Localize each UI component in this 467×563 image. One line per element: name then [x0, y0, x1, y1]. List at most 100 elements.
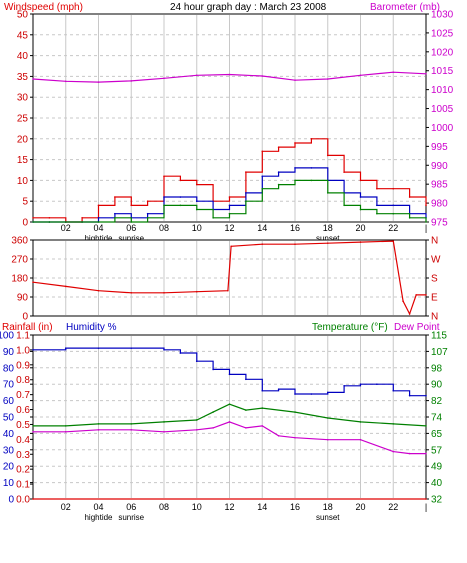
axis-tick-label: 0.6 — [16, 405, 30, 416]
hour-tick-label: 16 — [290, 502, 300, 512]
data-point — [179, 204, 182, 207]
axis-tick-label: 107 — [431, 347, 448, 358]
hour-tick-label: 12 — [224, 502, 234, 512]
humidity-temperature-series — [32, 347, 427, 500]
axis-tick-label: 0 — [22, 218, 28, 229]
axis-tick-label: 985 — [431, 180, 448, 191]
data-point — [261, 407, 264, 409]
data-point — [408, 217, 411, 219]
data-point — [277, 434, 280, 437]
data-point — [245, 409, 247, 411]
axis-tick-label: 57 — [431, 445, 443, 456]
data-point — [146, 212, 149, 215]
data-point — [326, 242, 329, 244]
data-point — [310, 393, 313, 395]
hour-axis-ticks-bottom: 02 04 06 08 10 12 14 16 18 20 22 | hightide sunrise su… — [61, 502, 427, 522]
data-point — [359, 179, 362, 182]
axis-tick-label: 975 — [431, 218, 448, 229]
axis-tick-label: 1010 — [431, 85, 454, 96]
data-point — [48, 217, 51, 219]
hour-tick-label: 10 — [192, 223, 202, 233]
axis-tick-label: 90 — [431, 380, 443, 391]
data-point — [97, 347, 100, 349]
humidity-axis-title: Humidity % — [66, 322, 117, 333]
data-point — [294, 142, 296, 144]
axis-tick-label: 90 — [17, 293, 29, 304]
hour-tick-label: 08 — [159, 502, 169, 512]
axis-tick-label: 5 — [22, 197, 28, 208]
data-point — [32, 217, 34, 219]
data-point — [343, 385, 345, 387]
dewpoint-axis-title: Dew Point — [394, 322, 440, 333]
data-point — [376, 187, 378, 190]
data-point — [425, 294, 427, 296]
data-point — [212, 411, 214, 413]
chart-title: 24 hour graph day : March 23 2008 — [170, 2, 327, 13]
data-point — [195, 290, 198, 293]
data-point — [277, 388, 280, 390]
data-point — [130, 80, 133, 82]
axis-tick-label: 0.4 — [16, 435, 30, 446]
hour-tick-label: 20 — [355, 502, 365, 512]
rainfall-axis-title: Rainfall (in) — [2, 322, 53, 333]
hour-tick-label: 04 — [93, 223, 103, 233]
data-point — [402, 300, 404, 303]
hour-axis-ticks-top: 02 04 06 08 10 12 14 16 18 20 22 | hightide sunrise su… — [61, 223, 427, 243]
axis-tick-label: 65 — [431, 429, 443, 440]
data-point — [130, 347, 133, 349]
data-point — [230, 245, 232, 248]
data-point — [228, 73, 231, 76]
data-point — [81, 217, 83, 219]
data-point — [261, 75, 264, 77]
data-point — [64, 425, 67, 427]
axis-tick-label: 1000 — [431, 123, 454, 134]
data-point — [277, 171, 280, 173]
data-point — [425, 204, 427, 207]
data-point — [97, 81, 100, 83]
data-point — [294, 179, 296, 182]
temperature-axis-ticks: 115 107 98 90 82 74 65 57 49 40 32 — [426, 331, 448, 506]
temperature-axis-title: Temperature (°F) — [312, 322, 388, 333]
data-point — [32, 498, 34, 500]
data-point — [32, 425, 34, 427]
data-point — [425, 394, 427, 397]
axis-tick-label: 0.7 — [16, 390, 30, 401]
data-point — [261, 389, 264, 392]
data-point — [359, 208, 362, 211]
data-point — [64, 285, 67, 288]
hour-annotation: sunrise — [118, 513, 144, 522]
data-point — [195, 360, 198, 363]
axis-tick-label: 35 — [17, 72, 29, 83]
axis-tick-label: 32 — [431, 495, 443, 506]
data-point — [359, 241, 362, 243]
axis-tick-label: 100 — [0, 331, 14, 342]
data-point — [408, 452, 411, 455]
data-point — [32, 221, 34, 223]
data-point — [146, 217, 149, 219]
series-line — [33, 179, 427, 223]
data-point — [392, 71, 395, 74]
wind-direction-series — [32, 240, 427, 316]
axis-tick-label: 1.0 — [16, 345, 30, 356]
axis-tick-label: 0.8 — [16, 375, 30, 386]
hour-tick-label: 18 — [323, 223, 333, 233]
data-point — [359, 196, 362, 198]
data-point — [130, 423, 133, 425]
axis-tick-label: 10 — [17, 176, 29, 187]
hour-tick-label: 18 — [323, 502, 333, 512]
hour-tick-label: 16 — [290, 223, 300, 233]
hour-tick-label: 10 — [192, 502, 202, 512]
hour-tick-label: 22 — [388, 223, 398, 233]
data-point — [195, 208, 198, 211]
axis-tick-label: 115 — [431, 331, 447, 342]
wind-barometer-series — [32, 71, 427, 223]
data-point — [212, 217, 214, 219]
hour-tick-label: 20 — [355, 223, 365, 233]
data-point — [179, 196, 182, 198]
axis-tick-label: 1025 — [431, 28, 454, 39]
data-point — [326, 78, 329, 80]
data-point — [425, 452, 427, 455]
data-point — [64, 431, 67, 433]
hour-tick-label: 22 — [388, 502, 398, 512]
